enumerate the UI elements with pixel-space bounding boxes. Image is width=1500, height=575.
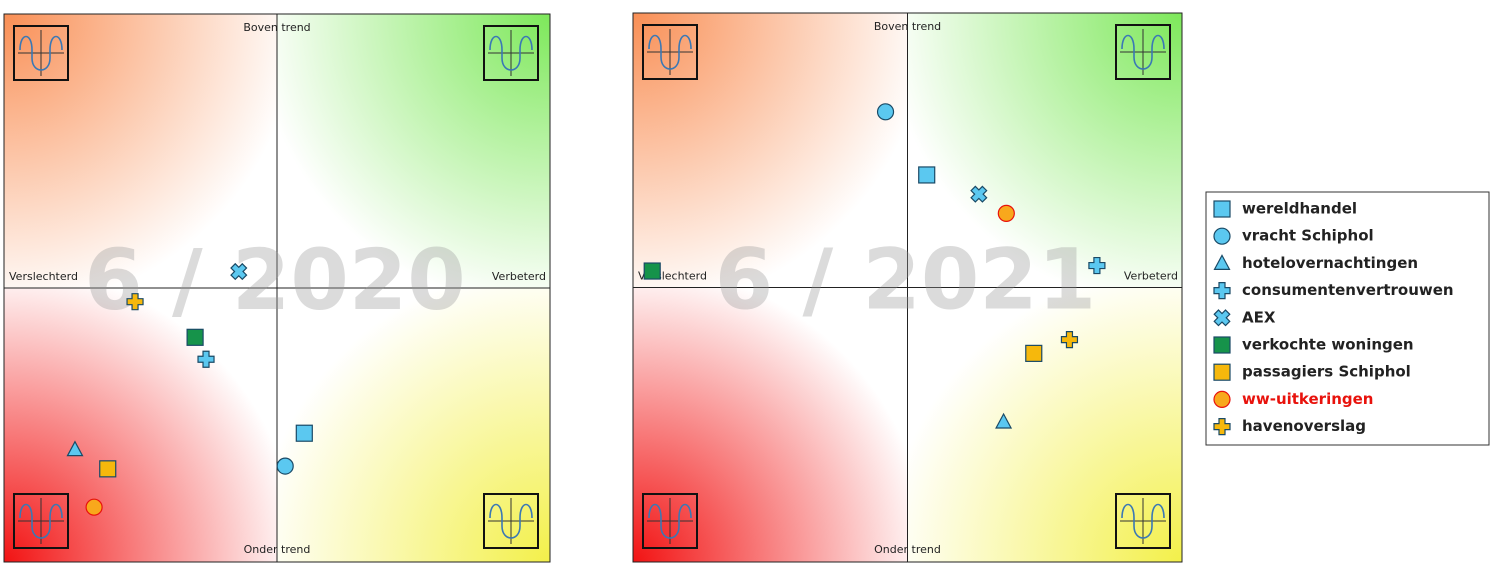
legend-label: consumentenvertrouwen xyxy=(1242,281,1454,299)
marker-square xyxy=(918,166,936,184)
legend-label: vracht Schiphol xyxy=(1242,227,1374,245)
marker-circle xyxy=(1213,390,1231,408)
cycle-icon xyxy=(642,493,698,549)
legend-label: havenoverslag xyxy=(1242,417,1366,435)
marker-circle xyxy=(276,457,294,475)
legend-label: passagiers Schiphol xyxy=(1242,363,1411,381)
bottom-label: Onder trend xyxy=(874,543,941,556)
period-watermark: 6 / 2020 xyxy=(84,231,465,329)
icon-frame xyxy=(642,24,698,80)
cycle-icon xyxy=(13,493,69,549)
icon-frame xyxy=(1115,493,1171,549)
marker-plus xyxy=(126,293,144,311)
marker-square xyxy=(295,424,313,442)
bottom-label: Onder trend xyxy=(244,543,311,556)
legend-frame xyxy=(1205,191,1490,446)
legend-label: AEX xyxy=(1242,308,1276,326)
marker-plus xyxy=(1060,331,1079,349)
marker-square xyxy=(99,460,117,478)
legend-label: hotelovernachtingen xyxy=(1242,254,1418,272)
icon-curve xyxy=(489,503,533,539)
cycle-icon xyxy=(642,24,698,80)
icon-curve xyxy=(1121,34,1165,70)
marker-square xyxy=(1025,344,1043,362)
icon-frame xyxy=(1115,24,1171,80)
marker-square xyxy=(1213,200,1231,218)
icon-frame xyxy=(13,25,69,81)
marker-square xyxy=(1213,336,1231,354)
marker-cross xyxy=(970,185,988,203)
quadrant xyxy=(907,287,1182,562)
quadrant xyxy=(277,288,550,562)
legend: wereldhandel vracht Schiphol hotelovernach… xyxy=(1205,191,1490,446)
top-label: Boven trend xyxy=(874,20,941,33)
icon-frame xyxy=(13,493,69,549)
icon-curve xyxy=(1121,503,1165,539)
icon-curve xyxy=(19,35,63,71)
legend-label: ww-uitkeringen xyxy=(1242,390,1373,408)
cycle-icon xyxy=(1115,24,1171,80)
marker-circle xyxy=(1213,227,1231,245)
cycle-icon xyxy=(13,25,69,81)
marker-triangle xyxy=(1213,254,1231,270)
legend-label: verkochte woningen xyxy=(1242,336,1414,354)
icon-frame xyxy=(483,25,539,81)
marker-square xyxy=(643,262,661,280)
marker-circle xyxy=(85,498,103,516)
marker-plus xyxy=(1088,256,1106,275)
marker-triangle xyxy=(66,440,84,457)
marker-square xyxy=(1213,363,1231,381)
cycle-icon xyxy=(1115,493,1171,549)
right-label: Verbeterd xyxy=(492,270,546,283)
legend-label: wereldhandel xyxy=(1242,200,1357,218)
icon-frame xyxy=(642,493,698,549)
marker-plus xyxy=(1213,282,1231,300)
marker-cross xyxy=(1213,309,1231,327)
left-label: Verslechterd xyxy=(9,270,78,283)
icon-frame xyxy=(483,493,539,549)
marker-circle xyxy=(876,103,895,121)
marker-triangle xyxy=(995,412,1013,429)
icon-curve xyxy=(19,503,63,539)
period-watermark: 6 / 2021 xyxy=(715,230,1096,328)
cycle-icon xyxy=(483,25,539,81)
right-label: Verbeterd xyxy=(1124,270,1178,283)
icon-curve xyxy=(648,34,692,70)
marker-plus xyxy=(1213,418,1231,436)
cycle-icon xyxy=(483,493,539,549)
quadrant xyxy=(907,13,1182,288)
cycle-chart: 6 / 2020 Boven trend Onder trend Verslechte… xyxy=(3,13,551,563)
marker-circle xyxy=(997,204,1015,222)
top-label: Boven trend xyxy=(243,21,310,34)
marker-plus xyxy=(197,350,215,368)
marker-cross xyxy=(230,262,248,281)
icon-curve xyxy=(489,35,533,71)
icon-curve xyxy=(648,503,692,539)
marker-square xyxy=(186,328,204,346)
quadrant xyxy=(277,14,550,288)
